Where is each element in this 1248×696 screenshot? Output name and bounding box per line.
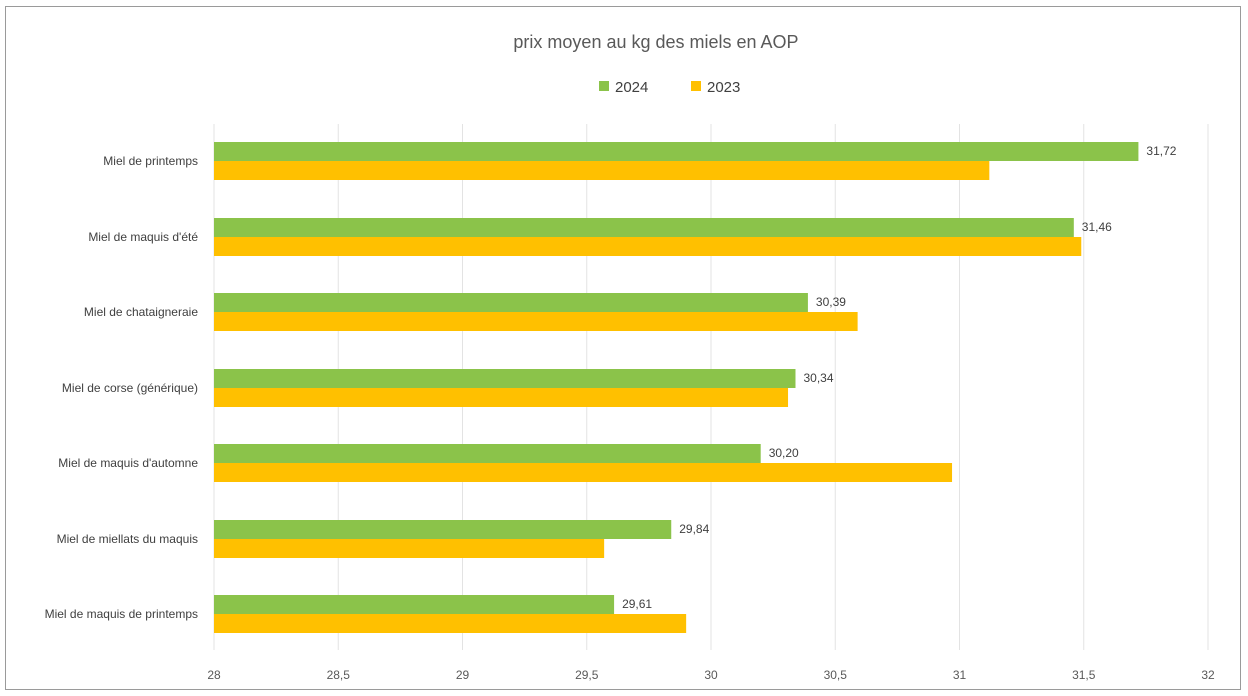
legend-label-2023: 2023 — [707, 79, 740, 96]
category-label: Miel de chataigneraie — [84, 305, 198, 319]
category-labels: Miel de printemps Miel de maquis d'été Mie… — [45, 154, 199, 621]
chart-title: prix moyen au kg des miels en AOP — [513, 32, 798, 52]
bar-2024 — [214, 444, 761, 463]
x-tick-label: 30 — [704, 668, 718, 682]
data-label-2024: 29,61 — [622, 597, 652, 611]
category-label: Miel de corse (générique) — [62, 381, 198, 395]
legend-swatch-2024 — [599, 81, 609, 91]
bar-2024 — [214, 142, 1139, 161]
category-label: Miel de miellats du maquis — [57, 532, 198, 546]
bar-2023 — [214, 388, 789, 407]
x-tick-label: 29 — [456, 668, 470, 682]
bar-2023 — [214, 237, 1082, 256]
bar-2023 — [214, 463, 953, 482]
data-label-2024: 30,34 — [803, 371, 833, 385]
bar-2023 — [214, 539, 605, 558]
bar-2023 — [214, 312, 858, 331]
x-tick-label: 29,5 — [575, 668, 599, 682]
tick-labels: 28 28,5 29 29,5 30 30,5 31 31,5 32 — [207, 668, 1215, 682]
bar-2024 — [214, 369, 796, 388]
data-label-2024: 30,20 — [769, 446, 799, 460]
gridlines — [213, 124, 1209, 650]
bars — [214, 142, 1139, 633]
chart-frame — [5, 6, 1241, 690]
data-labels: 31,72 31,46 30,39 30,34 30,20 29,84 29,61 — [622, 144, 1177, 611]
legend: 2024 2023 — [599, 79, 740, 96]
x-tick-label: 31,5 — [1072, 668, 1096, 682]
x-tick-label: 31 — [953, 668, 967, 682]
x-tick-label: 28,5 — [327, 668, 351, 682]
legend-label-2024: 2024 — [615, 79, 648, 96]
category-label: Miel de maquis d'été — [88, 230, 198, 244]
category-label: Miel de maquis d'automne — [58, 456, 198, 470]
data-label-2024: 29,84 — [679, 522, 709, 536]
data-label-2024: 30,39 — [816, 295, 846, 309]
x-tick-label: 30,5 — [824, 668, 848, 682]
category-label: Miel de maquis de printemps — [45, 607, 198, 621]
legend-swatch-2023 — [691, 81, 701, 91]
data-label-2024: 31,46 — [1082, 220, 1112, 234]
category-label: Miel de printemps — [103, 154, 198, 168]
bar-2023 — [214, 161, 990, 180]
bar-2024 — [214, 218, 1074, 237]
bar-2024 — [214, 293, 808, 312]
x-tick-label: 32 — [1201, 668, 1215, 682]
bar-2024 — [214, 595, 615, 614]
bar-2024 — [214, 520, 672, 539]
bar-2023 — [214, 614, 687, 633]
data-label-2024: 31,72 — [1146, 144, 1176, 158]
x-tick-label: 28 — [207, 668, 221, 682]
